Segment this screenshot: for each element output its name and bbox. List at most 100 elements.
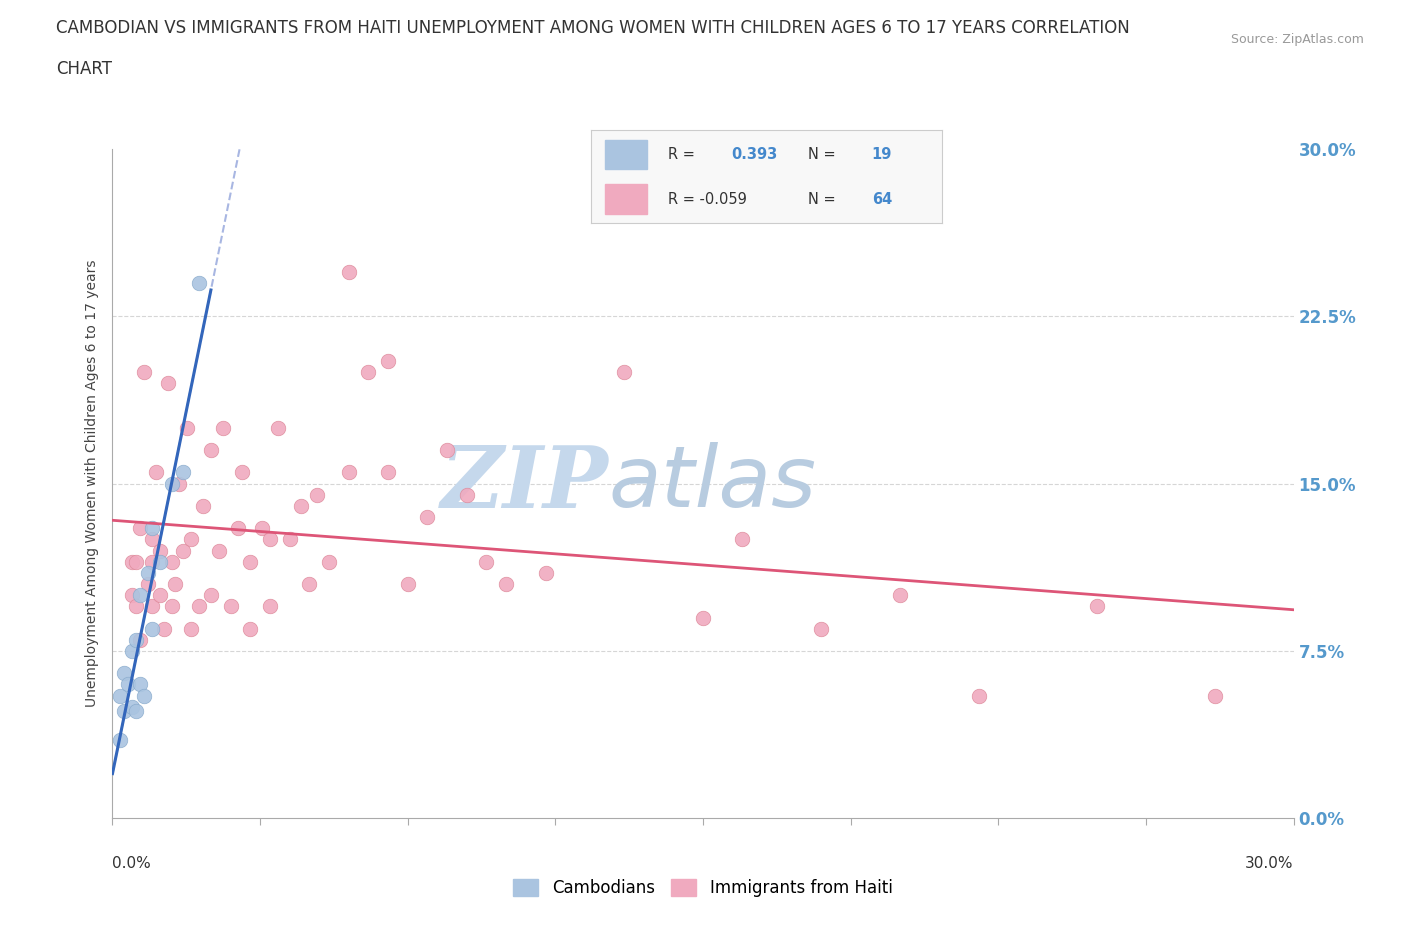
Point: [160, 599, 183, 614]
Point: [129, 588, 152, 603]
Point: [117, 677, 139, 692]
Point: [180, 532, 202, 547]
Text: 19: 19: [872, 147, 891, 162]
Point: [156, 376, 179, 391]
Point: [219, 599, 242, 614]
Text: CHART: CHART: [56, 60, 112, 78]
Text: 0.393: 0.393: [731, 147, 778, 162]
Text: 30.0%: 30.0%: [1246, 856, 1294, 870]
Point: [141, 599, 163, 614]
Point: [165, 577, 187, 591]
Point: [318, 554, 340, 569]
Point: [188, 599, 211, 614]
Point: [110, 733, 132, 748]
Point: [228, 521, 250, 536]
Point: [112, 666, 135, 681]
Point: [152, 621, 174, 636]
Point: [191, 498, 214, 513]
Point: [1085, 599, 1108, 614]
Text: CAMBODIAN VS IMMIGRANTS FROM HAITI UNEMPLOYMENT AMONG WOMEN WITH CHILDREN AGES 6: CAMBODIAN VS IMMIGRANTS FROM HAITI UNEMP…: [56, 19, 1130, 36]
Text: atlas: atlas: [609, 442, 817, 525]
Point: [259, 599, 281, 614]
Point: [967, 688, 990, 703]
Bar: [605, 184, 647, 214]
Point: [110, 688, 132, 703]
Point: [416, 510, 439, 525]
Point: [136, 577, 159, 591]
Point: [172, 465, 194, 480]
Point: [534, 565, 557, 580]
Point: [136, 565, 159, 580]
Point: [141, 532, 163, 547]
Point: [889, 588, 911, 603]
Point: [231, 465, 253, 480]
Point: [145, 465, 167, 480]
Point: [129, 677, 152, 692]
Point: [169, 476, 191, 491]
Point: [278, 532, 301, 547]
Text: 0.0%: 0.0%: [112, 856, 152, 870]
Point: [112, 704, 135, 719]
Text: ZIP: ZIP: [440, 442, 609, 525]
Point: [456, 487, 478, 502]
Point: [125, 632, 148, 647]
Point: [436, 443, 458, 458]
Point: [200, 443, 222, 458]
Point: [239, 554, 262, 569]
Point: [307, 487, 329, 502]
Text: N =: N =: [808, 192, 837, 206]
Text: R = -0.059: R = -0.059: [668, 192, 747, 206]
Point: [149, 543, 172, 558]
Point: [141, 554, 163, 569]
Point: [141, 521, 163, 536]
Point: [125, 599, 148, 614]
Point: [188, 275, 211, 290]
Point: [149, 554, 172, 569]
Point: [121, 588, 143, 603]
Point: [377, 465, 399, 480]
Text: Source: ZipAtlas.com: Source: ZipAtlas.com: [1230, 33, 1364, 46]
Point: [298, 577, 321, 591]
Point: [125, 704, 148, 719]
Point: [129, 632, 152, 647]
Point: [337, 264, 360, 279]
Point: [259, 532, 281, 547]
Point: [731, 532, 754, 547]
Point: [180, 621, 202, 636]
Point: [121, 554, 143, 569]
Point: [121, 644, 143, 658]
Point: [129, 521, 152, 536]
Point: [692, 610, 714, 625]
Point: [239, 621, 262, 636]
Y-axis label: Unemployment Among Women with Children Ages 6 to 17 years: Unemployment Among Women with Children A…: [86, 259, 100, 708]
Point: [125, 554, 148, 569]
Bar: [605, 140, 647, 169]
Point: [208, 543, 231, 558]
Point: [172, 543, 194, 558]
Text: R =: R =: [668, 147, 695, 162]
Text: 64: 64: [872, 192, 891, 206]
Point: [176, 420, 198, 435]
Point: [132, 365, 155, 379]
Point: [290, 498, 312, 513]
Point: [149, 588, 172, 603]
Point: [613, 365, 636, 379]
Point: [495, 577, 517, 591]
Point: [121, 699, 143, 714]
Point: [250, 521, 273, 536]
Text: N =: N =: [808, 147, 837, 162]
Legend: Cambodians, Immigrants from Haiti: Cambodians, Immigrants from Haiti: [506, 872, 900, 904]
Point: [141, 621, 163, 636]
Point: [396, 577, 419, 591]
Point: [200, 588, 222, 603]
Point: [1204, 688, 1226, 703]
Point: [160, 554, 183, 569]
Point: [357, 365, 380, 379]
Point: [211, 420, 233, 435]
Point: [337, 465, 360, 480]
Point: [475, 554, 498, 569]
Point: [377, 353, 399, 368]
Point: [267, 420, 290, 435]
Point: [132, 688, 155, 703]
Point: [160, 476, 183, 491]
